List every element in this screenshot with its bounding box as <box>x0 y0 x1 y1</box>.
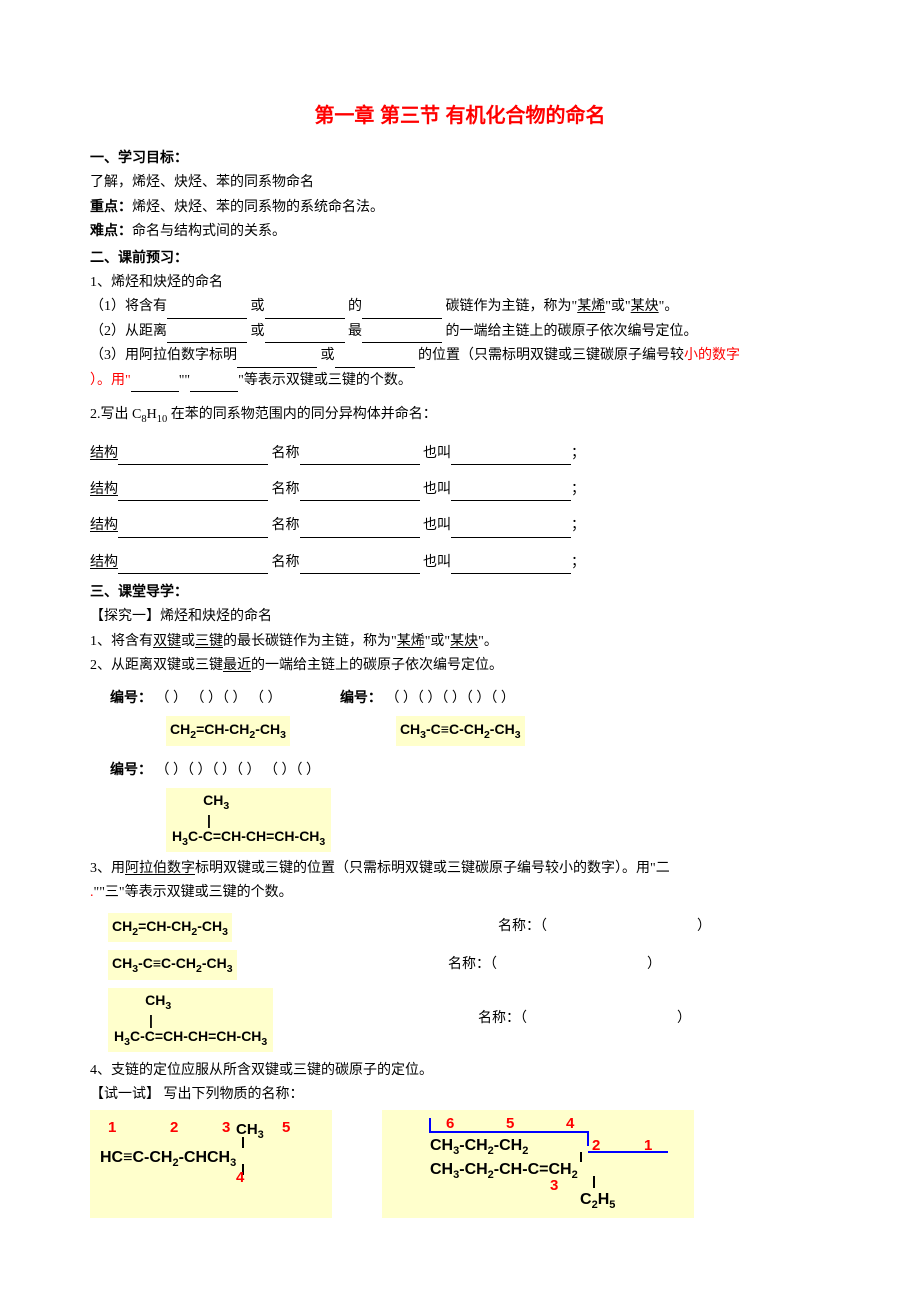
numbering-block-1: 编号： （ ） （ ）（ ） （ ） CH2=CH-CH2-CH3 <box>110 688 290 746</box>
name-row-2: CH3-C≡C-CH2-CH3 名称：（） <box>90 950 830 980</box>
r3c: 的位置（只需标明双键或三键碳原子编号较 <box>418 348 684 363</box>
name-row-1: CH2=CH-CH2-CH3 名称：（） <box>90 913 830 943</box>
r4a: ）。用" <box>90 373 131 388</box>
page-title: 第一章 第三节 有机化合物的命名 <box>90 100 830 132</box>
s3-t1: 【探究一】烯烃和炔烃的命名 <box>90 606 830 628</box>
r3b: 或 <box>321 348 335 363</box>
r1d: 碳链作为主链，称为" <box>446 299 578 314</box>
chem-formula-n1: CH2=CH-CH2-CH3 <box>108 913 232 943</box>
s1-l2b: 烯烃、炔烃、苯的同系物的系统命名法。 <box>132 200 384 215</box>
s3-p2: 2、从距离双键或三键最近的一端给主链上的碳原子依次编号定位。 <box>90 655 830 677</box>
svg-text:HC≡C-CH2-CHCH3: HC≡C-CH2-CHCH3 <box>100 1149 236 1169</box>
s1-head: 一、学习目标： <box>90 149 188 165</box>
iso-row-4: 结构 名称 也叫； <box>90 552 830 574</box>
r1g: 某炔 <box>631 299 659 314</box>
r3d: 小的数字 <box>684 348 740 363</box>
r2a: （2）从距离 <box>90 324 167 339</box>
s1-l3a: 难点： <box>90 224 132 239</box>
s2-rule3: （3）用阿拉伯数字标明 或 的位置（只需标明双键或三键碳原子编号较小的数字 <box>90 345 830 367</box>
s2-rule1: （1）将含有 或 的 碳链作为主链，称为"某烯"或"某炔"。 <box>90 296 830 318</box>
iso-row-3: 结构 名称 也叫； <box>90 515 830 537</box>
s3-head: 三、课堂导学： <box>90 583 188 599</box>
r1f: "或" <box>605 299 630 314</box>
try-structure-2: 6 5 4 CH3-CH2-CH2 2 1 CH3-CH2-CH-C=CH2 3… <box>382 1110 694 1218</box>
s1-l2a: 重点： <box>90 200 132 215</box>
svg-text:2: 2 <box>170 1119 178 1136</box>
r2b: 或 <box>251 324 265 339</box>
s3-p1: 1、将含有双键或三键的最长碳链作为主链，称为"某烯"或"某炔"。 <box>90 631 830 653</box>
r1c: 的 <box>348 299 362 314</box>
chem-formula-1: CH2=CH-CH2-CH3 <box>166 716 290 746</box>
try-svg-1: 1 2 3 5 CH3 HC≡C-CH2-CHCH3 4 <box>96 1114 326 1184</box>
s2-p1: 1、烯烃和炔烃的命名 <box>90 272 830 294</box>
r1e: 某烯 <box>577 299 605 314</box>
s1-l3b: 命名与结构式间的关系。 <box>132 224 286 239</box>
r4b: "" <box>179 373 190 388</box>
svg-text:3: 3 <box>222 1119 230 1136</box>
s3-p3: 3、用阿拉伯数字标明双键或三键的位置（只需标明双键或三键碳原子编号较小的数字）。… <box>90 858 830 880</box>
svg-text:5: 5 <box>506 1115 514 1132</box>
try-structure-1: 1 2 3 5 CH3 HC≡C-CH2-CHCH3 4 <box>90 1110 332 1218</box>
r4c: "等表示双键或三键的个数。 <box>238 373 412 388</box>
r2d: 的一端给主链上的碳原子依次编号定位。 <box>446 324 698 339</box>
r1h: "。 <box>659 299 679 314</box>
s3-p3-cont: .""三"等表示双键或三键的个数。 <box>90 882 830 904</box>
chem-formula-3: CH3 | H3C-C=CH-CH=CH-CH3 <box>166 788 331 852</box>
try-svg-2: 6 5 4 CH3-CH2-CH2 2 1 CH3-CH2-CH-C=CH2 3… <box>388 1114 688 1214</box>
r2c: 最 <box>348 324 362 339</box>
svg-text:1: 1 <box>108 1119 116 1136</box>
chem-formula-2: CH3-C≡C-CH2-CH3 <box>396 716 525 746</box>
iso-row-2: 结构 名称 也叫； <box>90 479 830 501</box>
svg-text:5: 5 <box>282 1119 290 1136</box>
s3-try: 【试一试】 写出下列物质的名称： <box>90 1084 830 1106</box>
chem-formula-n2: CH3-C≡C-CH2-CH3 <box>108 950 237 980</box>
svg-text:3: 3 <box>550 1177 558 1194</box>
svg-text:6: 6 <box>446 1115 454 1132</box>
s3-p4: 4、支链的定位应服从所含双键或三键的碳原子的定位。 <box>90 1060 830 1082</box>
r1a: （1）将含有 <box>90 299 167 314</box>
svg-text:4: 4 <box>566 1115 575 1132</box>
svg-text:CH3-CH2-CH2: CH3-CH2-CH2 <box>430 1137 528 1157</box>
s2-q2: 2.写出 C8H10 在苯的同系物范围内的同分异构体并命名： <box>90 404 830 429</box>
chem-formula-n3: CH3 | H3C-C=CH-CH=CH-CH3 <box>108 988 273 1052</box>
svg-text:C2H5: C2H5 <box>580 1191 615 1211</box>
svg-text:CH3: CH3 <box>236 1121 264 1141</box>
s1-line1: 了解，烯烃、炔烃、苯的同系物命名 <box>90 172 830 194</box>
s2-head: 二、课前预习： <box>90 249 188 265</box>
r1b: 或 <box>251 299 265 314</box>
numbering-block-3: 编号： （ ）（ ）（ ）（ ） （ ）（ ） CH3 | H3C-C=CH-C… <box>110 760 830 852</box>
name-row-3: CH3 | H3C-C=CH-CH=CH-CH3 名称：（） <box>90 988 830 1052</box>
s2-rule2: （2）从距离 或 最 的一端给主链上的碳原子依次编号定位。 <box>90 321 830 343</box>
svg-text:4: 4 <box>236 1169 245 1184</box>
r3a: （3）用阿拉伯数字标明 <box>90 348 237 363</box>
s2-rule4: ）。用" "" "等表示双键或三键的个数。 <box>90 370 830 392</box>
numbering-block-2: 编号： （ ）（ ）（ ）（ ）（ ） CH3-C≡C-CH2-CH3 <box>340 688 525 746</box>
iso-row-1: 结构 名称 也叫； <box>90 443 830 465</box>
